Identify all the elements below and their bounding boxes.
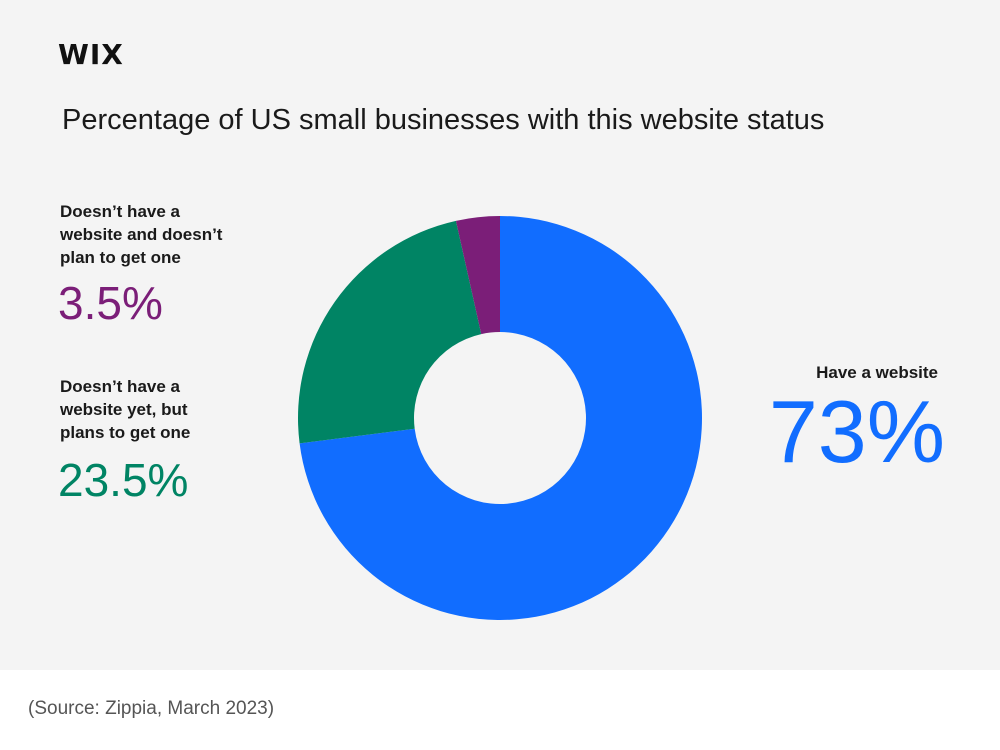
slice-have-website	[299, 216, 702, 620]
value-no-plan: 3.5%	[58, 277, 163, 329]
donut-chart	[298, 216, 702, 620]
label-plans: Doesn’t have a website yet, but plans to…	[60, 375, 290, 444]
chart-title: Percentage of US small businesses with t…	[62, 104, 825, 136]
label-plans-line: Doesn’t have a	[60, 377, 180, 396]
value-plans: 23.5%	[58, 454, 189, 506]
label-plans-line: plans to get one	[60, 423, 191, 442]
source-note: (Source: Zippia, March 2023)	[28, 698, 275, 719]
label-have-website: Have a website	[816, 363, 938, 382]
slice-no-plan	[455, 216, 500, 335]
label-no-plan-line: Doesn’t have a	[60, 202, 180, 221]
value-have-website: 73%	[768, 382, 945, 481]
label-no-plan-line: plan to get one	[60, 248, 181, 267]
label-no-plan-line: website and doesn’t	[60, 225, 223, 244]
label-no-plan: Doesn’t have a website and doesn’t plan …	[60, 200, 290, 269]
label-plans-line: website yet, but	[60, 400, 188, 419]
wix-logo: WIX	[58, 38, 124, 71]
slice-plans	[298, 220, 482, 444]
